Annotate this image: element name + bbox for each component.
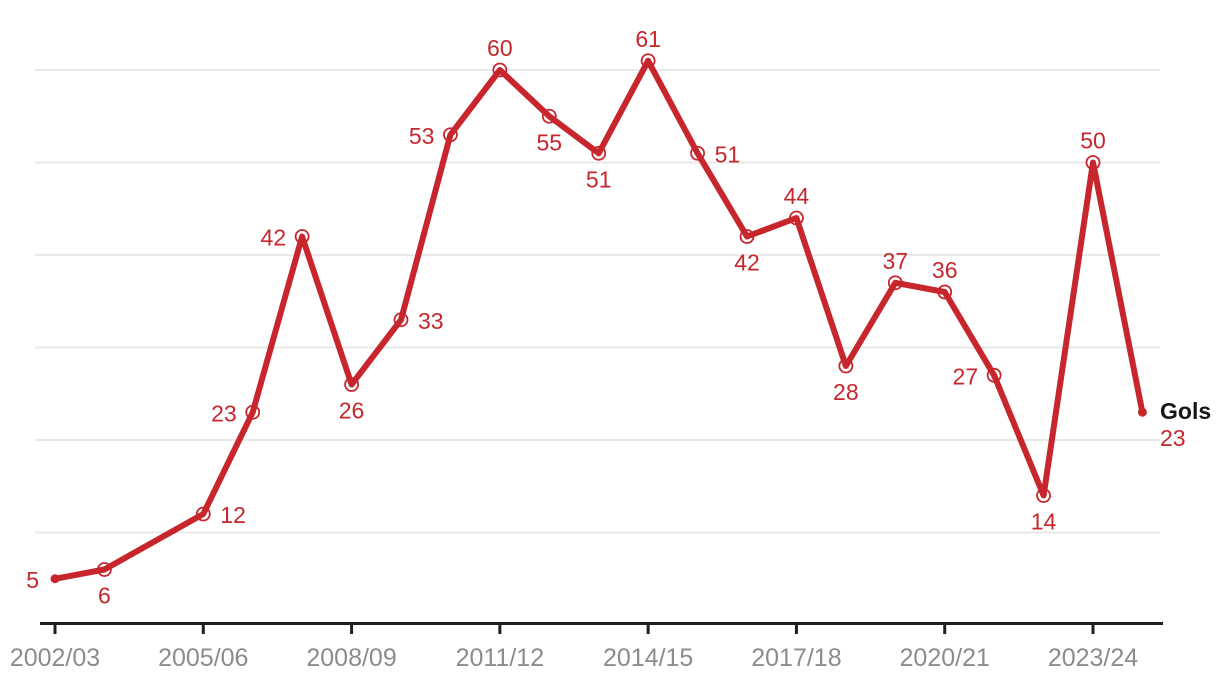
- line-start-dot: [50, 574, 60, 584]
- data-point-label: 33: [418, 308, 444, 334]
- x-axis-tick-label: 2014/15: [603, 644, 693, 672]
- data-point-label: 37: [882, 248, 908, 274]
- x-axis-tick-label: 2011/12: [456, 644, 545, 672]
- x-axis-tick-label: 2002/03: [10, 644, 100, 672]
- data-point-label: 42: [261, 225, 287, 251]
- data-point-label: 51: [586, 166, 612, 192]
- data-point-label: 50: [1080, 128, 1106, 154]
- data-point-label: 60: [487, 35, 513, 61]
- data-point-label: 14: [1031, 509, 1057, 535]
- data-point-label: 28: [833, 379, 859, 405]
- data-point-label: 26: [339, 398, 365, 424]
- data-point-label: 53: [409, 123, 435, 149]
- data-point-label: 61: [635, 26, 661, 52]
- series-name-label: Gols: [1160, 398, 1212, 424]
- data-point-label: 36: [932, 257, 958, 283]
- x-axis-tick-label: 2023/24: [1048, 644, 1138, 672]
- data-point-label: 27: [953, 363, 979, 389]
- series-end-label: Gols 23: [1160, 398, 1211, 452]
- goals-line: [52, 57, 1146, 582]
- data-point-label: 42: [734, 250, 760, 276]
- x-axis-tick-label: 2008/09: [306, 644, 396, 672]
- data-point-label: 44: [784, 183, 810, 209]
- data-point-label: 23: [211, 400, 237, 426]
- x-axis-tick-label: 2017/18: [751, 644, 841, 672]
- data-point-label: 5: [26, 567, 39, 593]
- series-end-value: 23: [1160, 425, 1186, 452]
- x-axis-tick-label: 2005/06: [158, 644, 248, 672]
- x-axis-tick-label: 2020/21: [900, 644, 990, 672]
- line-end-dot: [1137, 407, 1147, 417]
- data-point-label: 55: [536, 129, 562, 155]
- data-point-label: 12: [220, 502, 246, 528]
- data-point-label: 51: [715, 141, 741, 167]
- data-point-label: 6: [98, 583, 111, 609]
